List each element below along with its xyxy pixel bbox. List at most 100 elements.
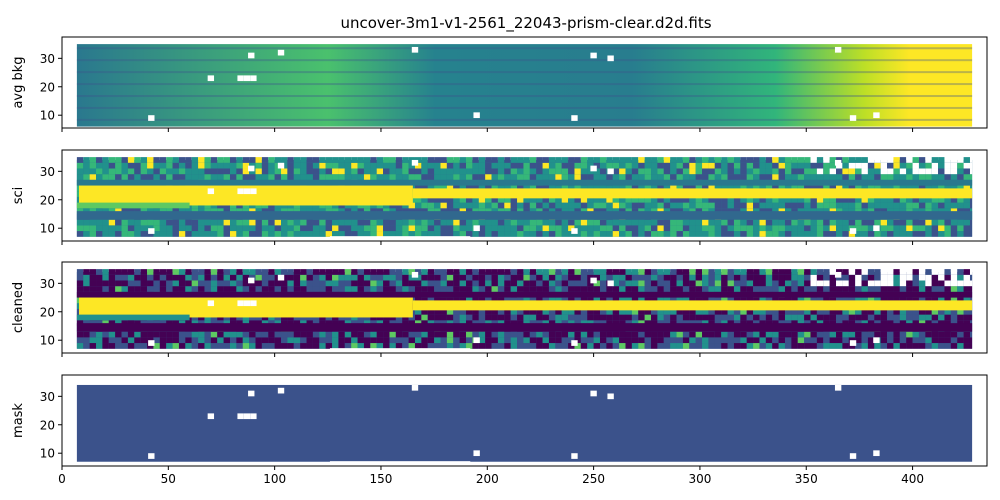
- pixel-block: [344, 286, 352, 292]
- pixel-block: [459, 196, 467, 203]
- pixel-block: [166, 219, 173, 226]
- pixel-block: [325, 162, 333, 169]
- pixel-block: [96, 286, 103, 292]
- pixel-block: [791, 343, 798, 349]
- pixel-block: [670, 280, 677, 287]
- pixel-block: [466, 225, 473, 232]
- pixel-block: [446, 337, 454, 344]
- pixel-block: [874, 286, 881, 292]
- pixel-block: [510, 331, 518, 338]
- pixel-block: [491, 157, 498, 163]
- pixel-block: [733, 162, 741, 169]
- pixel-block: [580, 343, 588, 349]
- pixel-block: [414, 343, 422, 349]
- pixel-block: [906, 219, 913, 226]
- pixel-block: [963, 162, 970, 169]
- pixel-block: [938, 174, 945, 180]
- pixel-block: [778, 331, 785, 338]
- pixel-block: [555, 331, 562, 338]
- pixel-block: [210, 337, 218, 344]
- pixel-block: [357, 219, 364, 226]
- pixel-block: [268, 286, 275, 292]
- pixel-block: [370, 168, 377, 175]
- pixel-block: [784, 337, 792, 344]
- pixel-block: [651, 162, 658, 169]
- gap-region: [329, 461, 471, 465]
- pixel-block: [714, 196, 722, 203]
- pixel-block: [210, 168, 218, 175]
- pixel-block: [427, 174, 435, 180]
- pixel-block: [166, 168, 173, 175]
- pixel-block: [638, 314, 645, 321]
- pixel-block: [638, 225, 645, 232]
- pixel-block: [753, 274, 760, 281]
- pixel-block: [765, 314, 773, 321]
- gap-region: [329, 236, 471, 240]
- pixel-block: [944, 314, 951, 321]
- pixel-block: [466, 274, 473, 281]
- pixel-block: [306, 174, 313, 180]
- pixel-block: [325, 157, 333, 163]
- pixel-block: [574, 162, 581, 169]
- pixel-block: [619, 337, 626, 344]
- pixel-block: [466, 168, 473, 175]
- pixel-block: [823, 231, 830, 237]
- masked-pixel: [237, 413, 244, 420]
- pixel-block: [523, 162, 530, 169]
- masked-pixel: [473, 450, 480, 457]
- pixel-block: [880, 174, 888, 180]
- pixel-block: [804, 314, 811, 321]
- pixel-block: [414, 225, 422, 232]
- pixel-block: [899, 162, 907, 169]
- pixel-block: [204, 225, 211, 232]
- pixel-block: [797, 337, 805, 344]
- pixel-block: [561, 202, 569, 209]
- pixel-block: [619, 308, 626, 315]
- pixel-block: [414, 286, 422, 292]
- pixel-block: [727, 286, 734, 292]
- pixel-block: [217, 337, 224, 344]
- pixel-block: [568, 274, 575, 281]
- pixel-block: [102, 343, 109, 349]
- pixel-block: [867, 314, 875, 321]
- pixel-block: [402, 219, 409, 226]
- pixel-block: [255, 343, 262, 349]
- row-band: [76, 291, 973, 298]
- pixel-block: [236, 219, 243, 226]
- pixel-block: [408, 157, 415, 163]
- pixel-block: [619, 168, 626, 175]
- pixel-block: [536, 196, 543, 203]
- pixel-block: [784, 196, 792, 203]
- pixel-block: [338, 343, 345, 349]
- pixel-block: [453, 162, 460, 169]
- pixel-block: [555, 225, 562, 232]
- pixel-block: [638, 308, 645, 315]
- pixel-block: [319, 174, 326, 180]
- pixel-block: [797, 168, 805, 175]
- pixel-block: [950, 157, 958, 163]
- pixel-block: [721, 157, 728, 163]
- pixel-block: [810, 168, 817, 175]
- pixel-block: [740, 269, 747, 275]
- pixel-block: [517, 196, 524, 203]
- masked-pixel: [571, 228, 578, 234]
- pixel-block: [153, 168, 160, 175]
- pixel-block: [102, 219, 109, 226]
- pixel-block: [223, 174, 230, 180]
- pixel-block: [561, 231, 569, 237]
- pixel-block: [695, 174, 703, 180]
- pixel-block: [434, 269, 441, 275]
- pixel-block: [638, 157, 645, 163]
- pixel-block: [274, 269, 282, 275]
- trace-bright: [79, 185, 413, 206]
- pixel-block: [529, 337, 537, 344]
- pixel-block: [414, 280, 422, 287]
- pixel-block: [874, 331, 881, 338]
- pixel-block: [746, 314, 754, 321]
- pixel-block: [606, 286, 613, 292]
- pixel-block: [778, 280, 785, 287]
- pixel-block: [517, 280, 524, 287]
- pixel-block: [740, 331, 747, 338]
- pixel-block: [523, 280, 530, 287]
- pixel-block: [689, 225, 696, 232]
